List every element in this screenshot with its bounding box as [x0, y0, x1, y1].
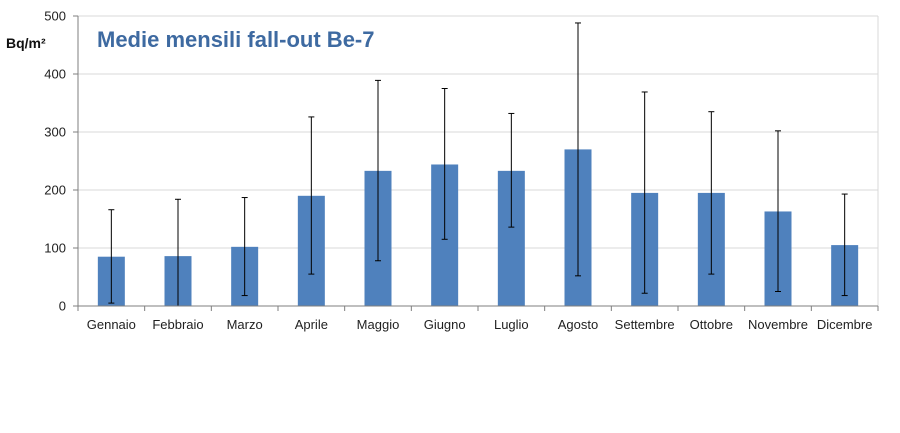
x-category-label-novembre: Novembre — [748, 317, 808, 332]
x-category-label-settembre: Settembre — [615, 317, 675, 332]
gridlines — [78, 15, 879, 306]
bars — [97, 149, 859, 306]
error-bars — [108, 22, 848, 307]
x-category-label-marzo: Marzo — [227, 317, 263, 332]
x-category-label-agosto: Agosto — [558, 317, 598, 332]
x-category-label-aprile: Aprile — [295, 317, 328, 332]
x-category-label-giugno: Giugno — [424, 317, 466, 332]
x-category-label-febbraio: Febbraio — [152, 317, 203, 332]
y-tick-label-100: 100 — [44, 241, 66, 256]
y-tick-label-0: 0 — [59, 299, 66, 314]
axes — [73, 15, 879, 311]
x-axis-category-labels: Gennaio Febbraio Marzo Aprile Maggio Giugno Lu… — [87, 317, 873, 332]
x-category-label-ottobre: Ottobre — [690, 317, 733, 332]
y-axis-unit-label: Bq/m² — [6, 35, 46, 51]
x-category-label-dicembre: Dicembre — [817, 317, 873, 332]
x-category-label-luglio: Luglio — [494, 317, 529, 332]
y-tick-label-200: 200 — [44, 183, 66, 198]
y-tick-label-300: 300 — [44, 125, 66, 140]
x-category-label-maggio: Maggio — [357, 317, 400, 332]
y-axis-tick-labels: 0 100 200 300 400 500 — [44, 9, 66, 314]
x-category-label-gennaio: Gennaio — [87, 317, 136, 332]
y-tick-label-400: 400 — [44, 67, 66, 82]
y-tick-label-500: 500 — [44, 9, 66, 24]
chart-title: Medie mensili fall-out Be-7 — [97, 27, 375, 52]
